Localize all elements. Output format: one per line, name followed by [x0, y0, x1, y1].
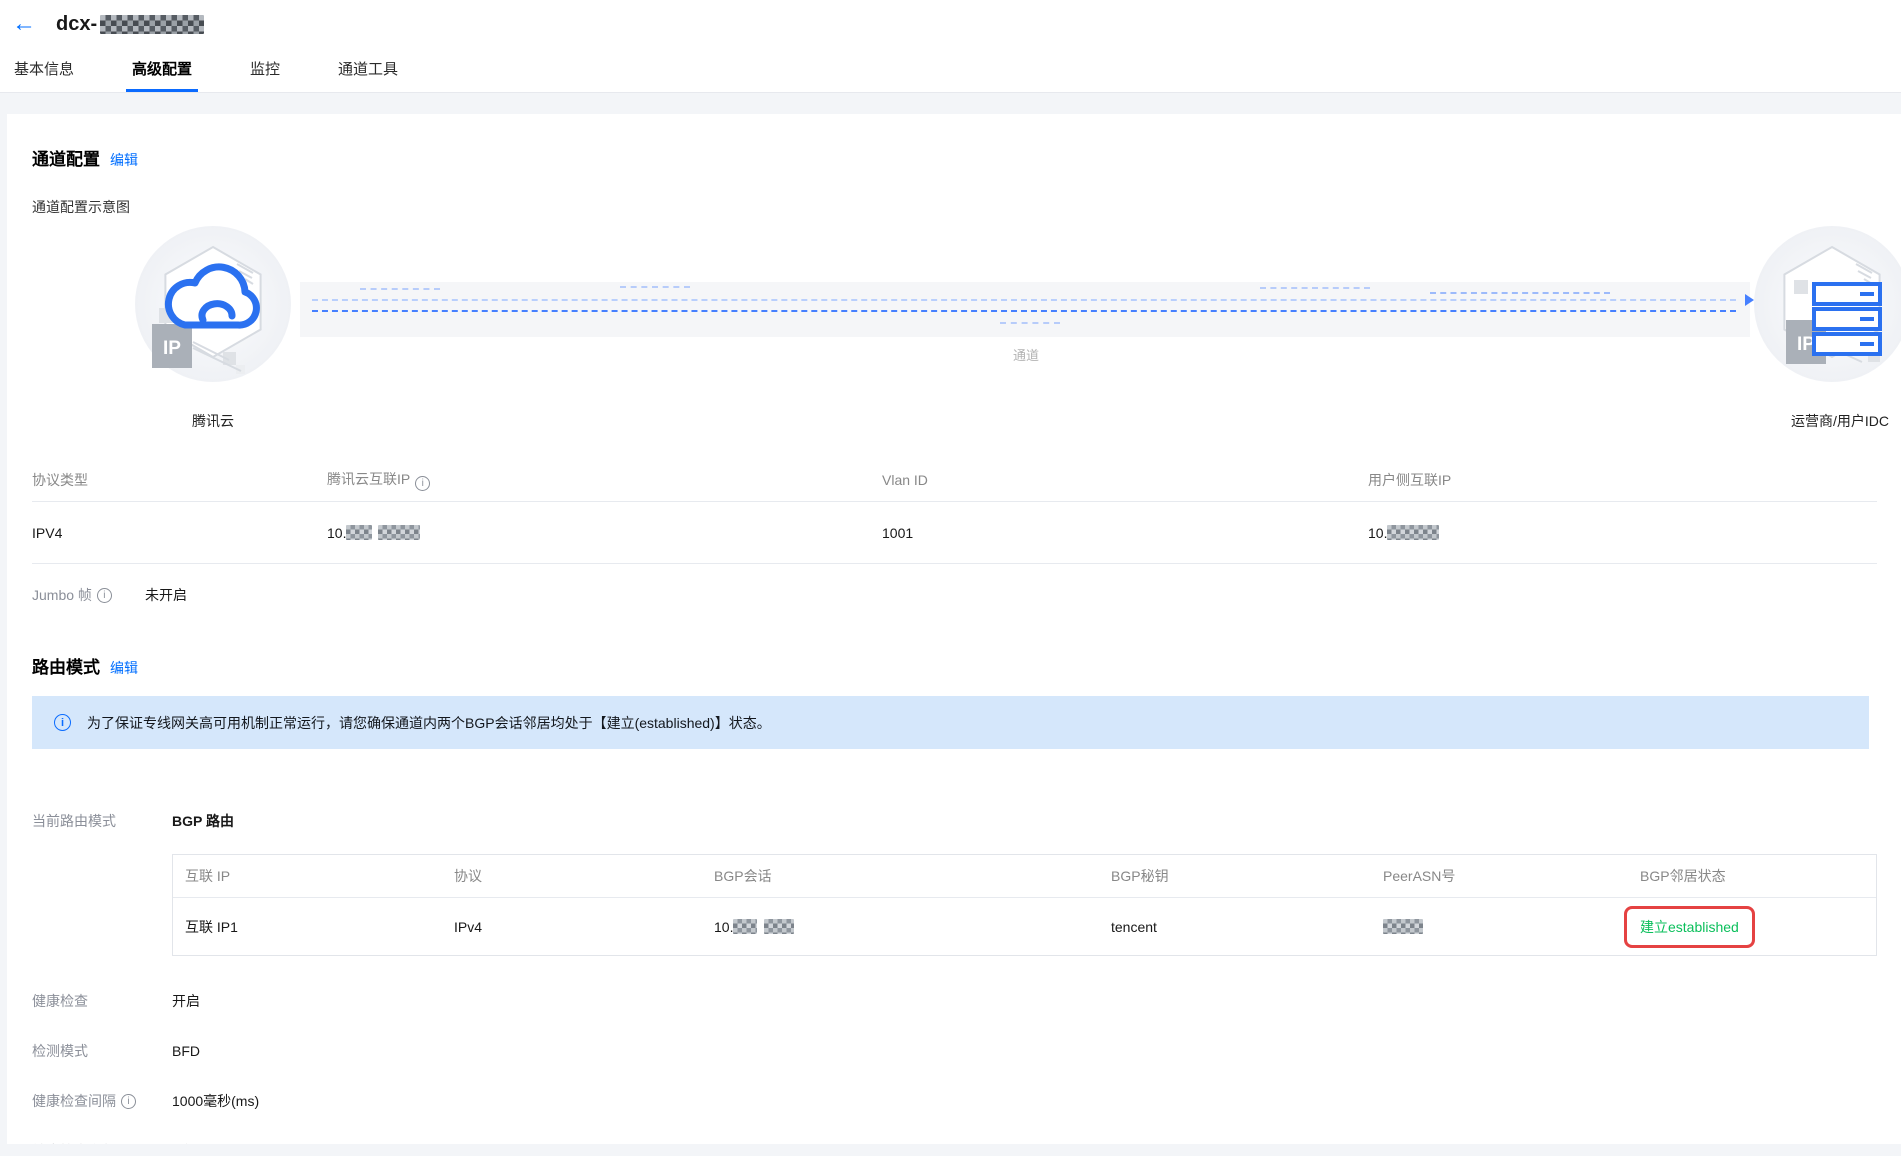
- health-count-row: 健康检查次数 i 3次: [32, 1141, 1901, 1144]
- health-check-label: 健康检查: [32, 993, 88, 1009]
- bgp-table-row: 互联 IP1 IPv4 10. tencent 建立established: [173, 898, 1876, 955]
- tencent-cloud-icon: IP: [133, 224, 293, 384]
- tencent-ip-value: 10.: [327, 524, 882, 541]
- vlan-id-value: 1001: [882, 524, 914, 541]
- edit-channel-config-link[interactable]: 编辑: [110, 152, 138, 168]
- detect-mode-label: 检测模式: [32, 1043, 88, 1059]
- health-check-details: 健康检查 开启 检测模式 BFD 健康检查间隔 i 1000毫秒(ms) 健康检…: [32, 991, 1901, 1144]
- dashed-line-light: [312, 299, 1736, 301]
- channel-middle-label: 通道: [1013, 348, 1040, 363]
- col-bgp-session: BGP会话: [714, 868, 772, 884]
- status-annotation-box: 建立established: [1624, 905, 1755, 948]
- tab-basic-info[interactable]: 基本信息: [14, 61, 75, 78]
- svg-text:IP: IP: [1797, 334, 1815, 355]
- section-title-channel-config: 通道配置: [32, 150, 100, 169]
- back-arrow-icon[interactable]: ←: [12, 10, 36, 37]
- col-user-ip: 用户侧互联IP: [1368, 472, 1452, 488]
- col-peer-asn: PeerASN号: [1383, 868, 1456, 884]
- current-route-mode-value: BGP 路由: [172, 813, 234, 829]
- channel-diagram: IP IP: [32, 222, 1901, 437]
- masked-title-id: [100, 14, 205, 34]
- tab-advanced-config[interactable]: 高级配置: [126, 48, 199, 92]
- active-tab-underline: [126, 89, 199, 92]
- right-node-label: 运营商/用户IDC: [1791, 413, 1889, 429]
- info-icon[interactable]: i: [415, 476, 431, 491]
- current-route-mode-row: 当前路由模式 BGP 路由: [32, 811, 1901, 831]
- info-icon[interactable]: i: [121, 1143, 136, 1144]
- dash-fragment: [1260, 287, 1370, 289]
- dash-fragment: [1430, 292, 1610, 294]
- col-bgp-neighbor-status: BGP邻居状态: [1640, 868, 1726, 884]
- svg-text:IP: IP: [163, 338, 181, 359]
- info-icon[interactable]: i: [121, 1093, 136, 1109]
- table-row: IPV4 10. 1001 10.: [32, 502, 1877, 564]
- dash-fragment: [360, 288, 440, 290]
- col-protocol-type: 协议类型: [32, 472, 88, 488]
- bgp-session-table: 互联 IP 协议 BGP会话 BGP秘钥 PeerASN号 BGP邻居状态 互联…: [172, 854, 1877, 956]
- jumbo-frame-row: Jumbo 帧 i 未开启: [32, 585, 1901, 605]
- masked-ip: [1387, 524, 1440, 540]
- bgp-protocol-value: IPv4: [454, 918, 483, 935]
- health-interval-row: 健康检查间隔 i 1000毫秒(ms): [32, 1091, 1901, 1111]
- col-tencent-ip: 腾讯云互联IP i: [327, 469, 882, 491]
- health-count-label: 健康检查次数: [32, 1141, 116, 1144]
- col-bgp-key: BGP秘钥: [1111, 868, 1169, 884]
- col-vlan-id: Vlan ID: [882, 472, 928, 488]
- health-interval-value: 1000毫秒(ms): [172, 1093, 260, 1109]
- connection-table: 协议类型 腾讯云互联IP i Vlan ID 用户侧互联IP IPV4 10. 1…: [32, 459, 1877, 564]
- health-check-row: 健康检查 开启: [32, 991, 1901, 1011]
- peer-ip-value: 互联 IP1: [185, 918, 238, 935]
- bgp-session-value: 10.: [702, 918, 1099, 935]
- diagram-caption: 通道配置示意图: [32, 199, 130, 215]
- top-header: ← dcx- 基本信息 高级配置 监控 通道工具: [0, 0, 1901, 93]
- current-route-mode-label: 当前路由模式: [32, 813, 116, 829]
- user-ip-value: 10.: [1368, 524, 1877, 541]
- tab-monitor[interactable]: 监控: [250, 61, 281, 78]
- idc-server-icon: IP: [1752, 224, 1901, 384]
- detect-mode-value: BFD: [172, 1043, 200, 1059]
- masked-ip: [764, 918, 795, 934]
- masked-ip: [346, 524, 373, 540]
- bgp-key-value: tencent: [1111, 918, 1157, 935]
- jumbo-frame-label: Jumbo 帧: [32, 587, 92, 603]
- health-count-value: 3次: [172, 1141, 194, 1144]
- page-title-prefix: dcx-: [56, 12, 98, 35]
- info-icon[interactable]: i: [96, 587, 112, 603]
- tab-advanced-config-label: 高级配置: [132, 61, 193, 78]
- bgp-info-banner: i 为了保证专线网关高可用机制正常运行，请您确保通道内两个BGP会话邻居均处于【…: [32, 696, 1869, 749]
- detect-mode-row: 检测模式 BFD: [32, 1041, 1901, 1061]
- bgp-status-value: 建立established: [1640, 918, 1739, 935]
- page-title: dcx-: [56, 12, 205, 36]
- section-title-route-mode: 路由模式: [32, 658, 100, 677]
- arrow-icon: [1745, 294, 1754, 306]
- info-icon: i: [54, 714, 71, 731]
- jumbo-frame-value: 未开启: [145, 587, 187, 603]
- banner-text: 为了保证专线网关高可用机制正常运行，请您确保通道内两个BGP会话邻居均处于【建立…: [87, 714, 771, 731]
- protocol-value: IPV4: [32, 524, 63, 541]
- left-node-label: 腾讯云: [192, 413, 234, 429]
- health-check-value: 开启: [172, 993, 200, 1009]
- col-peer-ip: 互联 IP: [185, 868, 231, 884]
- peer-asn-value: [1371, 918, 1628, 935]
- masked-ip: [733, 918, 758, 934]
- col-protocol: 协议: [454, 868, 482, 884]
- bgp-status-cell: 建立established: [1624, 905, 1876, 948]
- health-interval-label: 健康检查间隔: [32, 1093, 116, 1109]
- content-card: 通道配置 编辑 通道配置示意图: [7, 114, 1901, 1144]
- masked-asn: [1383, 918, 1423, 934]
- tab-channel-tools[interactable]: 通道工具: [338, 61, 399, 78]
- channel-band: [300, 282, 1754, 337]
- dashed-line-strong: [312, 310, 1736, 312]
- dash-fragment: [620, 286, 690, 288]
- masked-ip: [378, 524, 421, 540]
- tab-bar: 基本信息 高级配置 监控 通道工具: [0, 48, 1901, 93]
- dash-fragment: [1000, 322, 1060, 324]
- edit-route-mode-link[interactable]: 编辑: [110, 660, 138, 676]
